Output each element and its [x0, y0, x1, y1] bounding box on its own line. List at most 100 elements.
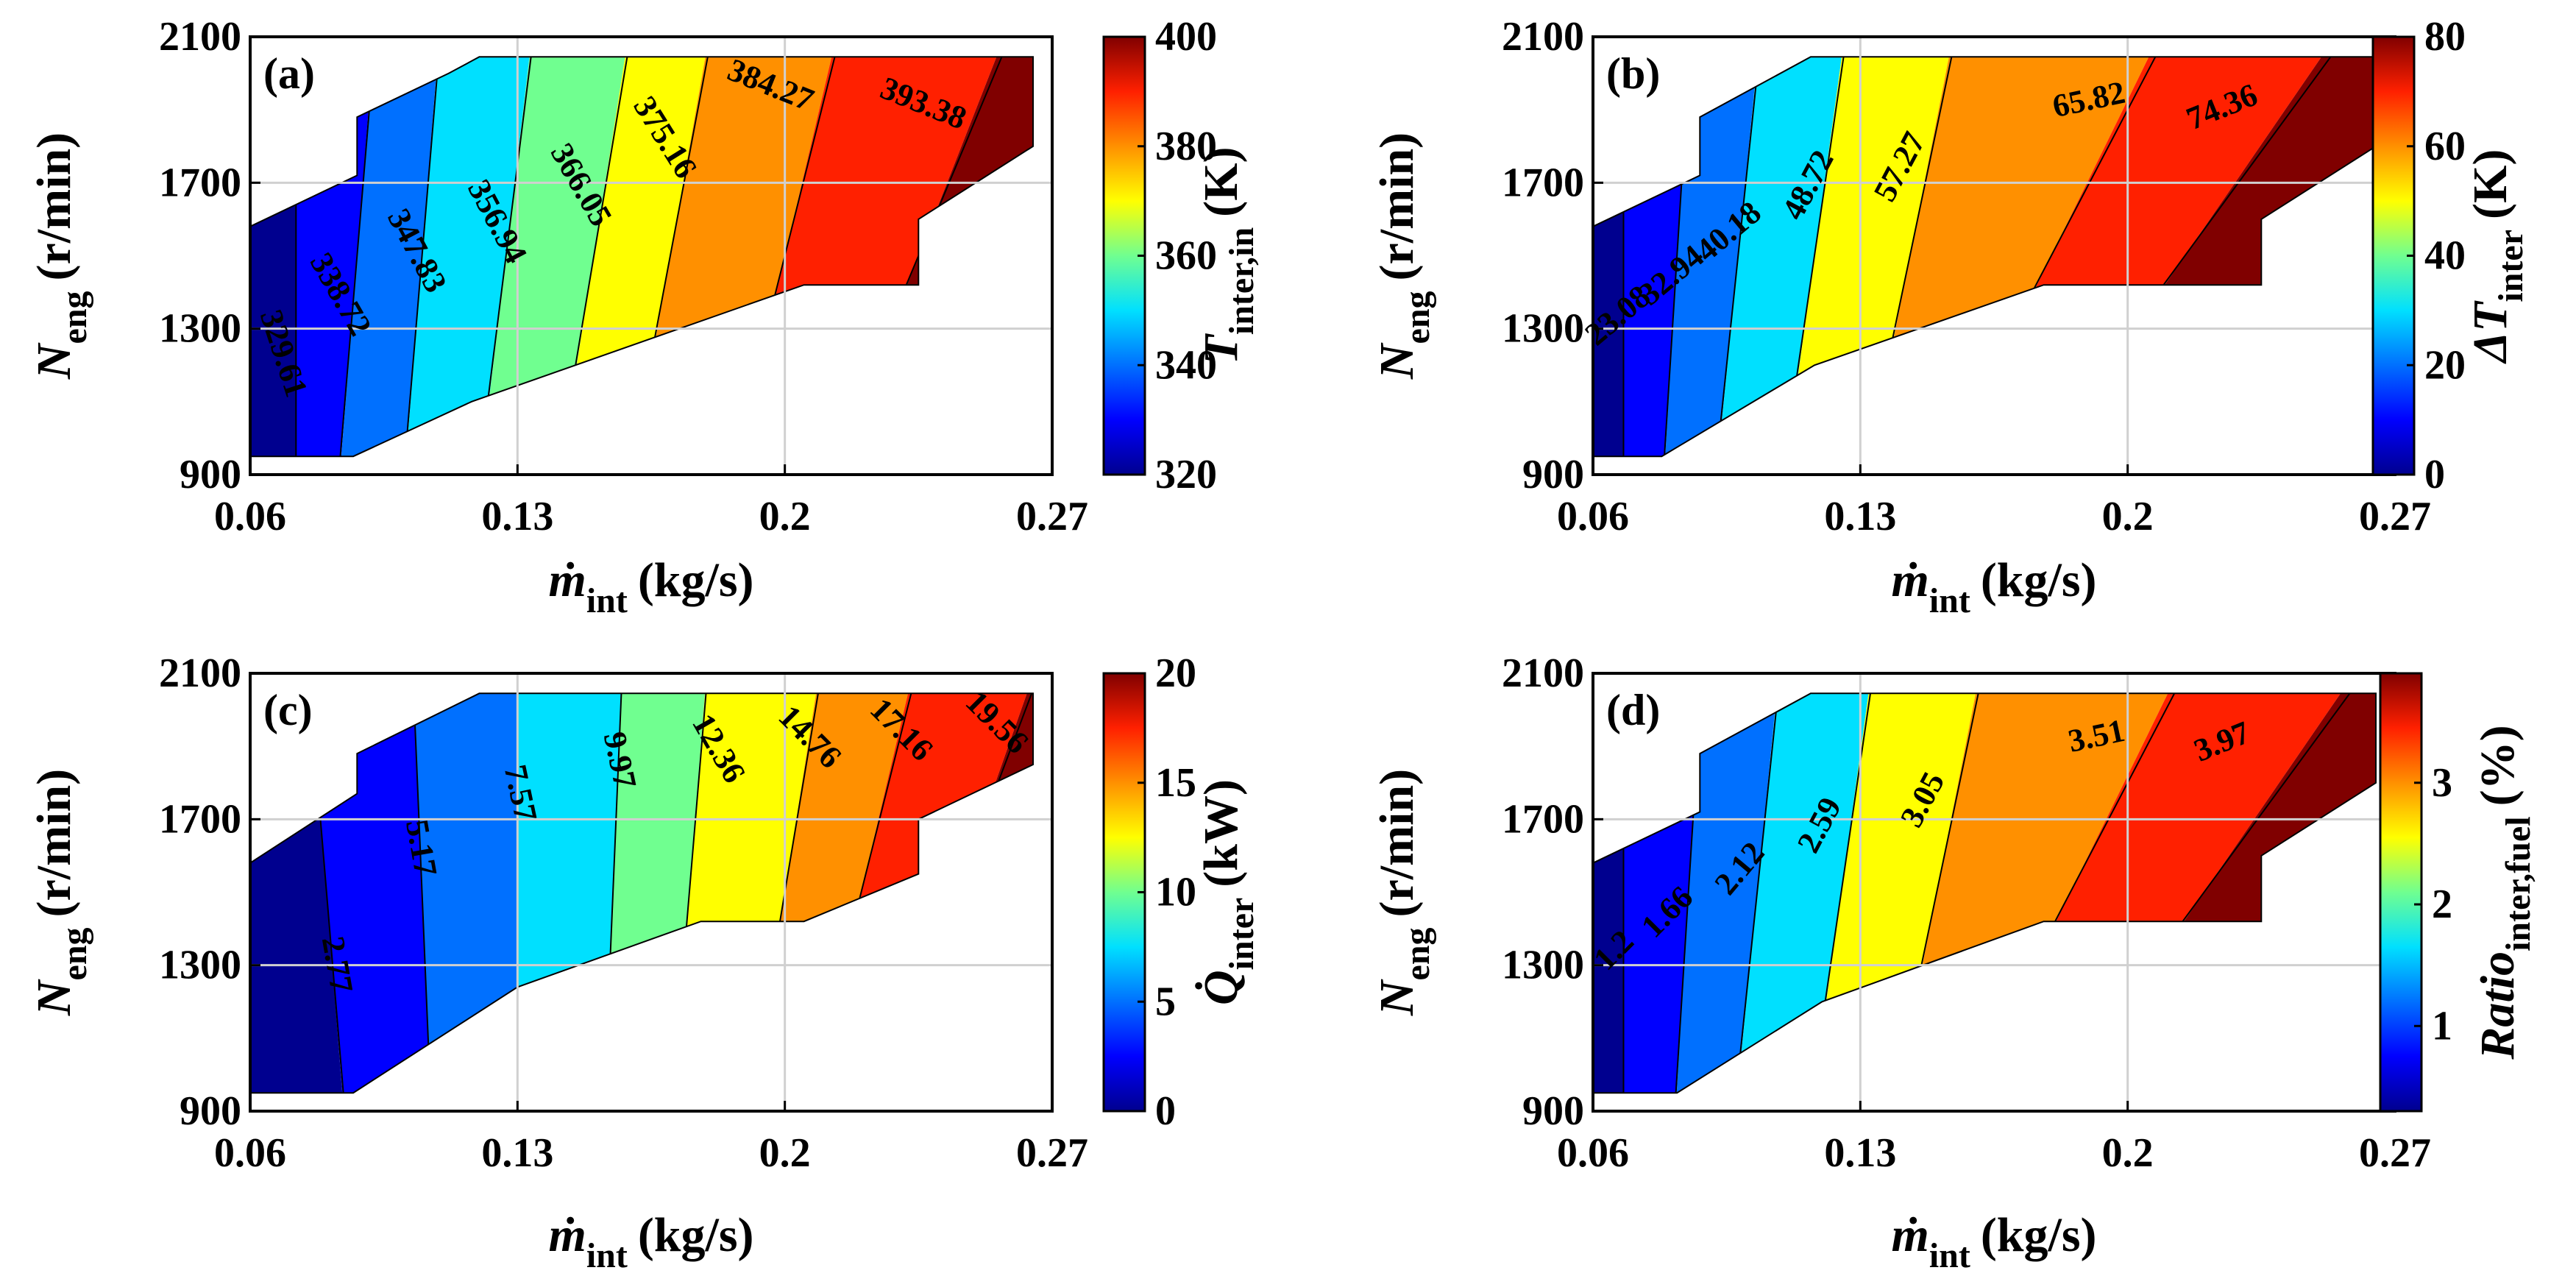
colorbar-label-unit: (K)	[2463, 149, 2517, 219]
colorbar-label: Ratiointer,fuel (%)	[2471, 725, 2538, 1060]
contour-fill	[250, 693, 1033, 1093]
contour-band	[517, 693, 622, 1093]
colorbar-label-sub: inter	[1222, 898, 1261, 971]
panel-label: (d)	[1606, 686, 1660, 734]
colorbar-label-main: Q̇	[1194, 970, 1248, 1005]
colorbar-label-main: ΔT	[2463, 300, 2517, 364]
colorbar-label-main: T	[1194, 333, 1248, 364]
y-tick-label: 1700	[159, 160, 241, 205]
colorbar-label-unit: (kW)	[1194, 779, 1248, 887]
colorbar-tick-label: 400	[1155, 14, 1217, 60]
colorbar-label-unit: (%)	[2471, 725, 2524, 806]
panel-b: 0.06 0.13 0.2 0.27900130017002100(b)23.0832…	[1370, 14, 2530, 620]
x-tick-label: 0.27	[2359, 494, 2431, 539]
x-tick-label: 0.06	[214, 1130, 286, 1176]
x-axis-label: ṁint (kg/s)	[548, 553, 753, 620]
y-axis-label-unit: (r/min)	[1370, 769, 1424, 918]
colorbar-tick-label: 3	[2432, 760, 2452, 806]
y-axis-label-main: N	[1370, 979, 1424, 1016]
y-axis-label-sub: eng	[1398, 927, 1437, 980]
x-tick-label: 0.06	[1557, 494, 1629, 539]
colorbar-tick-label: 15	[1155, 760, 1196, 806]
panel-c: 0.06 0.13 0.2 0.27900130017002100(c)2.775.1…	[27, 650, 1261, 1275]
x-axis-label-main: ṁ	[1891, 1208, 1929, 1262]
colorbar-tick-label: 340	[1155, 342, 1217, 388]
panel-d: 0.06 0.13 0.2 0.27900130017002100(d)1.21.66…	[1370, 650, 2538, 1275]
x-tick-label: 0.06	[1557, 1130, 1629, 1176]
contour-line	[402, 57, 441, 457]
contour-band	[1675, 693, 1781, 1093]
colorbar-tick-label: 5	[1155, 979, 1176, 1024]
x-tick-label: 0.2	[759, 1130, 811, 1176]
colorbar-label: Tinter,in (K)	[1194, 147, 1261, 365]
x-axis-label-main: ṁ	[1891, 553, 1929, 607]
region-outline	[249, 56, 1034, 458]
y-tick-label: 2100	[1502, 650, 1584, 696]
colorbar-tick-label: 320	[1155, 452, 1217, 497]
y-tick-label: 900	[1522, 1088, 1584, 1134]
x-tick-label: 0.27	[2359, 1130, 2431, 1176]
y-axis-label-sub: eng	[55, 927, 94, 980]
region-outline	[1592, 692, 2377, 1094]
colorbar-tick-label: 60	[2424, 124, 2466, 169]
y-axis-label-main: N	[27, 979, 81, 1016]
y-tick-label: 1300	[1502, 943, 1584, 988]
x-axis-label: ṁint (kg/s)	[548, 1208, 753, 1275]
x-axis-label-unit: (kg/s)	[1981, 1208, 2097, 1262]
colorbar-tick-label: 80	[2424, 14, 2466, 60]
y-axis-label: Neng (r/min)	[1370, 132, 1437, 380]
panel-label: (c)	[263, 686, 313, 734]
colorbar	[2371, 35, 2416, 476]
contour-band	[338, 57, 441, 457]
y-axis-label-unit: (r/min)	[27, 132, 81, 281]
colorbar-tick-label: 380	[1155, 124, 1217, 169]
axes-frame	[249, 35, 1054, 476]
x-tick-label: 0.13	[1824, 1130, 1896, 1176]
panel-a: 0.06 0.13 0.2 0.27900130017002100(a)329.613…	[27, 14, 1261, 620]
y-tick-label: 1700	[1502, 160, 1584, 205]
x-axis-label-sub: int	[1929, 581, 1970, 620]
contour-band	[250, 57, 297, 457]
colorbar-tick-label: 2	[2432, 882, 2452, 927]
x-tick-label: 0.13	[1824, 494, 1896, 539]
contour-band	[1593, 693, 1624, 1093]
contour-line	[412, 693, 432, 1093]
x-tick-label: 0.13	[481, 1130, 553, 1176]
x-axis-label-unit: (kg/s)	[638, 553, 754, 607]
y-axis-label-main: N	[27, 342, 81, 380]
y-axis-label: Neng (r/min)	[27, 132, 94, 380]
x-tick-label: 0.27	[1016, 494, 1088, 539]
x-tick-label: 0.2	[2102, 494, 2154, 539]
y-tick-label: 2100	[1502, 14, 1584, 60]
colorbar-tick-label: 0	[2424, 452, 2445, 497]
y-tick-label: 900	[180, 1088, 241, 1134]
panel-label: (a)	[263, 49, 315, 98]
contour-band	[1593, 57, 1624, 457]
y-axis-label-sub: eng	[55, 291, 94, 344]
colorbar-label: ΔTinter (K)	[2463, 149, 2530, 365]
colorbar-tick-label: 20	[1155, 650, 1196, 696]
y-tick-label: 1300	[1502, 306, 1584, 352]
contour-fill	[250, 57, 1033, 457]
y-tick-label: 1700	[1502, 796, 1584, 842]
colorbar-tick-label: 10	[1155, 870, 1196, 915]
x-axis-label-sub: int	[586, 581, 628, 620]
x-axis-label-sub: int	[1929, 1236, 1970, 1275]
y-tick-label: 2100	[159, 14, 241, 60]
y-axis-label-main: N	[1370, 342, 1424, 380]
contour-line	[1714, 57, 1762, 457]
y-tick-label: 1300	[159, 943, 241, 988]
x-tick-label: 0.13	[481, 494, 553, 539]
contour-line	[1734, 693, 1781, 1093]
x-axis-label-main: ṁ	[548, 1208, 586, 1262]
colorbar-label-sub: inter,in	[1222, 227, 1261, 335]
x-axis-label-main: ṁ	[548, 553, 586, 607]
y-axis-label: Neng (r/min)	[1370, 769, 1437, 1016]
x-axis-label-sub: int	[586, 1236, 628, 1275]
colorbar-label-main: Ratio	[2471, 951, 2524, 1060]
x-axis-label-unit: (kg/s)	[638, 1208, 754, 1262]
y-axis-label: Neng (r/min)	[27, 769, 94, 1016]
y-axis-label-unit: (r/min)	[1370, 132, 1424, 281]
colorbar-tick-label: 0	[1155, 1088, 1176, 1134]
y-tick-label: 900	[1522, 452, 1584, 497]
